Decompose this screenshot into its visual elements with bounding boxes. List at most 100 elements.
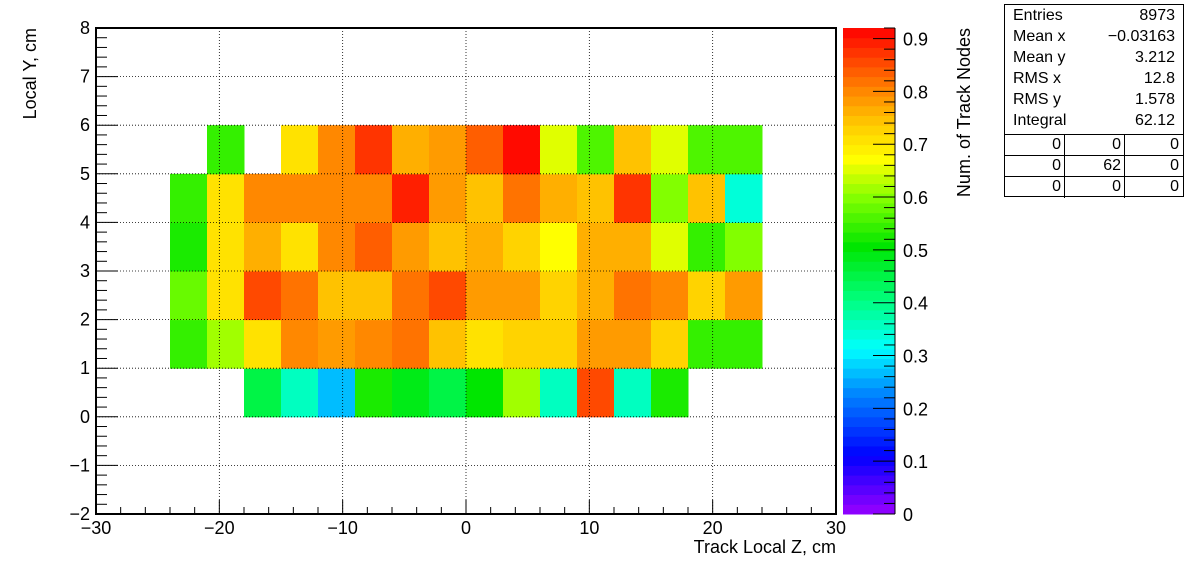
heatmap-cell <box>429 319 467 369</box>
color-scale-segment <box>843 290 895 301</box>
y-axis: −2 −1 0 1 2 3 4 5 6 7 8 <box>69 18 118 524</box>
overflow-grid-row-top: 0 0 0 <box>1005 134 1183 156</box>
heatmap-cell <box>614 125 652 175</box>
color-scale-segment <box>843 37 895 48</box>
color-scale-segment <box>843 445 895 457</box>
heatmap-cell <box>577 222 615 272</box>
color-scale-segment <box>843 173 895 185</box>
color-scale-segment <box>843 358 895 369</box>
overflow-cell: 0 <box>1052 178 1061 195</box>
heatmap-cell <box>614 271 652 321</box>
heatmap-cell <box>540 222 578 272</box>
color-scale-segment <box>843 426 895 437</box>
heatmap-cell <box>392 319 430 369</box>
x-axis: −30 −20 −10 0 10 20 30 <box>81 500 846 538</box>
heatmap-cell <box>651 271 689 321</box>
heatmap-cell <box>281 222 319 272</box>
heatmap-cell <box>651 319 689 369</box>
heatmap-cell <box>281 368 319 418</box>
heatmap-cell <box>725 271 763 321</box>
heatmap-cell <box>392 368 430 418</box>
color-scale-segment <box>843 47 895 58</box>
heatmap-cell <box>355 125 393 175</box>
heatmap-cell <box>651 125 689 175</box>
x-tick-label: 30 <box>826 518 846 538</box>
stat-label: RMS x <box>1013 70 1061 87</box>
color-scale-bar <box>843 28 896 515</box>
y-tick-label: 7 <box>80 67 90 87</box>
color-scale-segment <box>843 154 895 165</box>
heatmap-cell <box>466 368 504 418</box>
heatmap-cell <box>355 319 393 369</box>
heatmap-cell <box>207 125 245 175</box>
heatmap-cell <box>577 173 615 223</box>
stat-row-rms-x: RMS x 12.8 <box>1005 68 1183 89</box>
heatmap-cell <box>392 222 430 272</box>
heatmap-cell <box>614 173 652 223</box>
color-scale-segment <box>843 407 895 418</box>
heatmap-cell <box>725 173 763 223</box>
heatmap-cell <box>466 125 504 175</box>
heatmap-cell <box>577 271 615 321</box>
heatmap-cell <box>503 368 541 418</box>
stat-value: 8973 <box>1139 7 1175 24</box>
heatmap-cell <box>170 222 208 272</box>
heatmap-cell <box>318 368 356 418</box>
heatmap-cell <box>355 368 393 418</box>
y-tick-label: 3 <box>80 261 90 281</box>
stat-label: Entries <box>1013 7 1063 24</box>
z-tick-label: 0.9 <box>903 30 928 50</box>
y-tick-label: 0 <box>80 407 90 427</box>
color-scale-segment <box>843 465 895 476</box>
overflow-grid-row-middle: 0 62 0 <box>1005 155 1183 177</box>
z-tick-label: 0.6 <box>903 188 928 208</box>
heatmap-cell <box>318 173 356 223</box>
y-tick-label: 8 <box>80 18 90 38</box>
heatmap-cell <box>429 125 467 175</box>
y-tick-label: 4 <box>80 212 90 232</box>
heatmap-cell <box>503 125 541 175</box>
color-scale-segment <box>843 66 895 78</box>
color-scale-segment <box>843 144 895 155</box>
stat-label: Integral <box>1013 112 1067 129</box>
y-axis-label: Local Y, cm <box>20 28 40 119</box>
heatmap-cell <box>725 222 763 272</box>
color-scale-segment <box>843 212 895 223</box>
statistics-box: Entries 8973 Mean x −0.03163 Mean y 3.21… <box>1004 4 1184 198</box>
heatmap-cell <box>281 125 319 175</box>
overflow-cell: 62 <box>1103 157 1121 174</box>
heatmap-cell <box>207 319 245 369</box>
color-scale-segment <box>843 28 895 39</box>
heatmap-cell <box>503 222 541 272</box>
z-tick-label: 0.2 <box>903 399 928 419</box>
heatmap-cell <box>281 319 319 369</box>
color-scale-segment <box>843 193 895 204</box>
color-scale-segment <box>843 183 895 194</box>
heatmap-cell <box>429 368 467 418</box>
heatmap-cell <box>503 271 541 321</box>
heatmap-cell <box>651 368 689 418</box>
heatmap-cell <box>688 271 726 321</box>
y-tick-label: 2 <box>80 310 90 330</box>
color-scale-segment <box>843 271 895 282</box>
heatmap-cell <box>577 368 615 418</box>
x-tick-label: −20 <box>204 518 235 538</box>
stat-value: −0.03163 <box>1107 28 1175 45</box>
heatmap-cell <box>725 125 763 175</box>
heatmap-cell <box>170 173 208 223</box>
color-scale-segment <box>843 261 895 272</box>
heatmap-cell <box>244 271 282 321</box>
y-tick-label: −2 <box>69 504 90 524</box>
heatmap-cell <box>392 125 430 175</box>
z-tick-label: 0.8 <box>903 82 928 102</box>
heatmap-cell <box>540 125 578 175</box>
heatmap-cell <box>207 222 245 272</box>
heatmap-cell <box>429 222 467 272</box>
x-tick-label: 20 <box>703 518 723 538</box>
stat-label: RMS y <box>1013 91 1061 108</box>
y-tick-label: 6 <box>80 115 90 135</box>
color-scale-segment <box>843 339 895 350</box>
color-scale-segment <box>843 251 895 262</box>
heatmap-cell <box>540 319 578 369</box>
